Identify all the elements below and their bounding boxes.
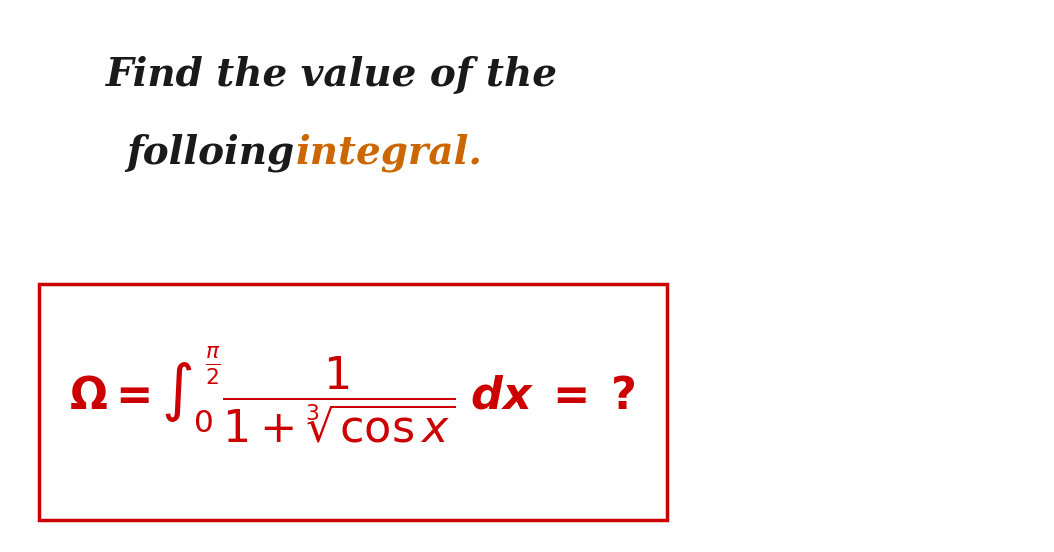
Text: folloing: folloing — [126, 133, 308, 172]
Text: $\boldsymbol{\Omega=\int_{0}^{\,\frac{\pi}{2}}\dfrac{1}{1 + \sqrt[3]{\cos x}}\;d: $\boldsymbol{\Omega=\int_{0}^{\,\frac{\p… — [70, 343, 636, 444]
Text: integral.: integral. — [296, 133, 483, 172]
Text: Find the value of the: Find the value of the — [105, 56, 558, 94]
